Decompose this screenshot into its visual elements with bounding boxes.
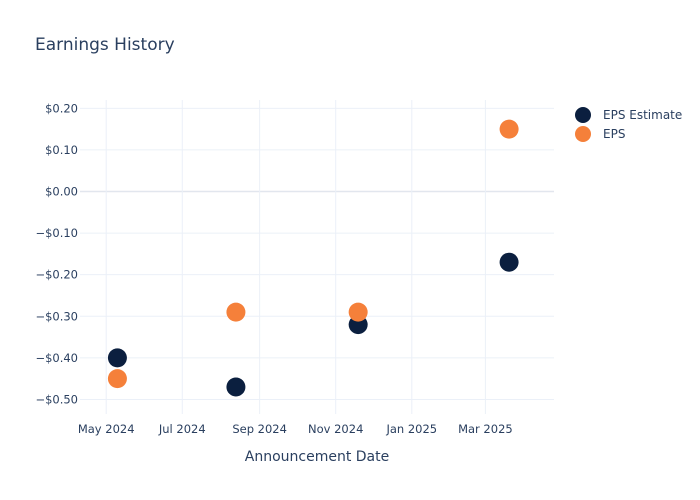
y-tick-label: −$0.20 — [35, 268, 78, 282]
legend[interactable]: EPS Estimate EPS — [575, 107, 682, 142]
y-tick-label: $0.00 — [45, 184, 78, 198]
x-tick-label: Jul 2024 — [158, 422, 206, 436]
legend-label: EPS — [603, 127, 625, 141]
chart-title: Earnings History — [35, 35, 175, 55]
y-axis-ticks: $0.20 $0.10 $0.00 −$0.10 −$0.20 −$0.30 −$0.40 −… — [35, 101, 78, 406]
x-tick-label: Nov 2024 — [308, 422, 363, 436]
grid — [80, 100, 554, 414]
y-tick-label: −$0.10 — [35, 226, 78, 240]
eps-estimate-point[interactable] — [107, 348, 127, 368]
legend-label: EPS Estimate — [603, 108, 682, 122]
y-tick-label: −$0.30 — [35, 309, 78, 323]
eps-estimate-point[interactable] — [499, 252, 519, 272]
y-tick-label: $0.10 — [45, 143, 78, 157]
legend-item-eps-estimate[interactable]: EPS Estimate — [575, 107, 682, 123]
legend-marker — [575, 126, 591, 142]
eps-point[interactable] — [348, 302, 368, 322]
legend-marker — [575, 107, 591, 123]
eps-estimate-point[interactable] — [226, 377, 246, 397]
eps-point[interactable] — [226, 302, 246, 322]
x-tick-label: May 2024 — [78, 422, 135, 436]
eps-point[interactable] — [499, 119, 519, 139]
y-tick-label: −$0.40 — [35, 351, 78, 365]
x-axis-title: Announcement Date — [245, 449, 389, 465]
y-tick-label: −$0.50 — [35, 392, 78, 406]
eps-point[interactable] — [107, 369, 127, 389]
legend-item-eps[interactable]: EPS — [575, 126, 625, 142]
x-tick-label: Sep 2024 — [232, 422, 287, 436]
data-points — [107, 119, 519, 397]
x-axis-ticks: May 2024 Jul 2024 Sep 2024 Nov 2024 Jan 2025… — [78, 422, 513, 436]
x-tick-label: Jan 2025 — [385, 422, 437, 436]
y-tick-label: $0.20 — [45, 101, 78, 115]
x-tick-label: Mar 2025 — [458, 422, 513, 436]
